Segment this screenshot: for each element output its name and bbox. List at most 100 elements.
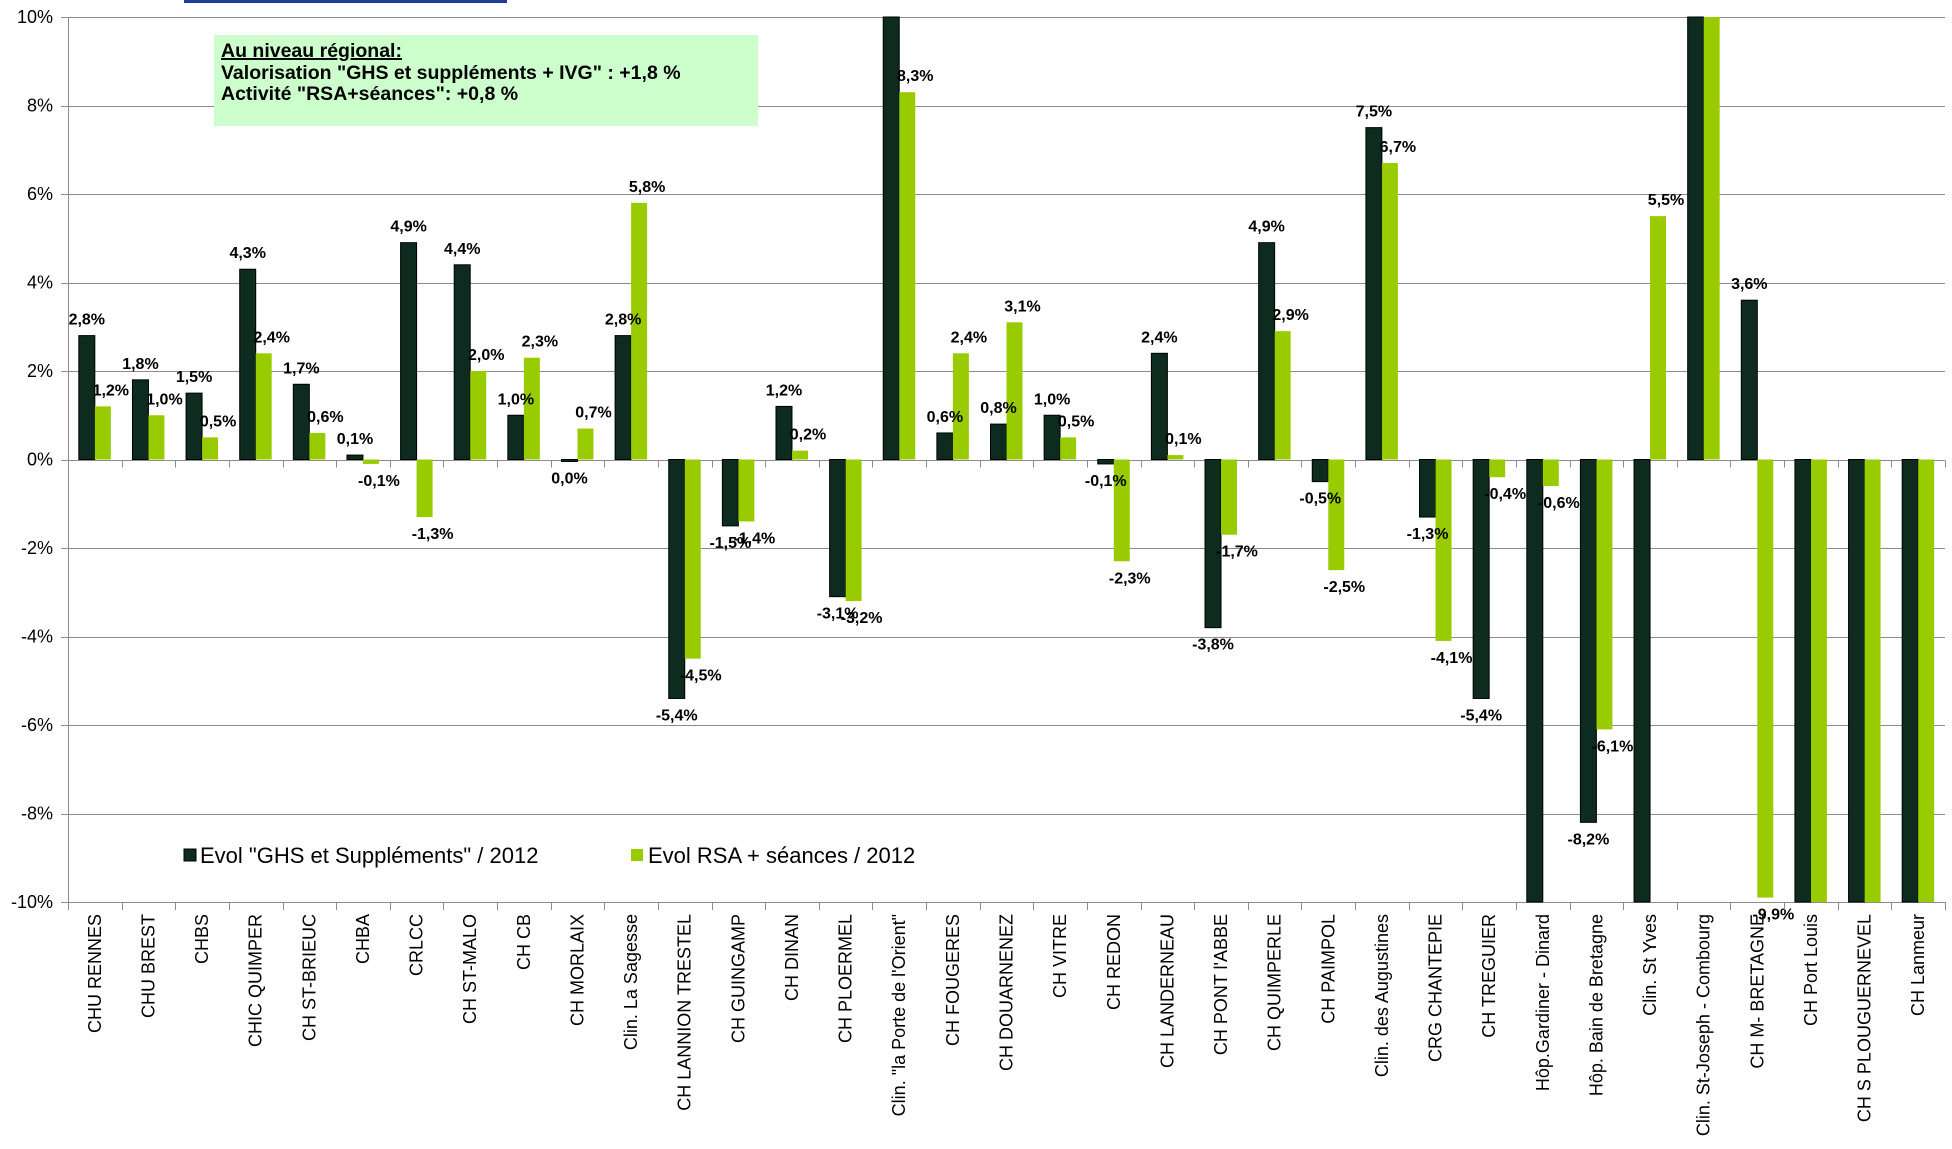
data-label-ghs-31: 3,6%	[1731, 276, 1767, 293]
bar-ghs-11	[668, 459, 686, 699]
y-tick-label-1: 8%	[27, 96, 53, 116]
bar-rsa-1	[148, 415, 165, 460]
data-label-ghs-24: 7,5%	[1356, 104, 1392, 121]
data-label-ghs-23: -0,5%	[1299, 491, 1341, 508]
data-label-ghs-4: 1,7%	[283, 360, 319, 377]
data-label-rsa-1: 1,0%	[146, 391, 182, 408]
bar-rsa-20	[1167, 455, 1184, 460]
y-tick-label-7: -4%	[21, 627, 53, 647]
bar-rsa-22	[1274, 331, 1291, 460]
bar-ghs-17	[990, 423, 1007, 461]
data-label-ghs-5: 0,1%	[337, 431, 373, 448]
x-tick-label-9: CH MORLAIX	[567, 914, 587, 1026]
x-tick-label-30: Clin. St-Joseph - Combourg	[1694, 914, 1714, 1136]
bar-rsa-14	[845, 459, 862, 602]
x-tick-label-4: CH ST-BRIEUC	[299, 914, 319, 1041]
bar-ghs-8	[507, 414, 525, 460]
bar-rsa-33	[1864, 459, 1881, 902]
bar-ghs-27	[1526, 459, 1544, 903]
bar-rsa-8	[523, 357, 540, 460]
legend: Evol "GHS et Suppléments" / 2012 Evol RS…	[183, 843, 915, 868]
bar-rsa-28	[1596, 459, 1613, 730]
bar-ghs-25	[1419, 459, 1437, 518]
bar-ghs-7	[453, 264, 471, 460]
data-label-rsa-15: 8,3%	[897, 68, 933, 85]
data-label-rsa-6: -1,3%	[412, 526, 454, 543]
data-label-rsa-9: 0,7%	[575, 405, 611, 422]
data-label-rsa-27: -0,6%	[1538, 495, 1580, 512]
annotation-heading: Au niveau régional:	[221, 40, 402, 62]
legend-entry-rsa: Evol RSA + séances / 2012	[631, 843, 915, 868]
bar-rsa-3	[255, 353, 272, 460]
bar-ghs-32	[1794, 459, 1812, 903]
x-tick-label-22: CH QUIMPERLE	[1265, 914, 1285, 1051]
legend-label-rsa: Evol RSA + séances / 2012	[648, 843, 915, 868]
x-tick-label-8: CH CB	[514, 914, 534, 970]
data-label-rsa-13: 0,2%	[790, 427, 826, 444]
bar-ghs-21	[1204, 459, 1222, 629]
bar-ghs-14	[829, 459, 847, 598]
bar-ghs-13	[775, 405, 793, 460]
bar-ghs-6	[400, 242, 418, 460]
data-label-rsa-2: 0,5%	[200, 413, 236, 430]
data-label-rsa-22: 2,9%	[1272, 307, 1308, 324]
bars	[78, 16, 1935, 903]
x-tick-label-0: CHU RENNES	[85, 914, 105, 1033]
data-label-ghs-1: 1,8%	[122, 356, 158, 373]
bar-rsa-10	[631, 202, 648, 460]
data-label-rsa-5: -0,1%	[358, 473, 400, 490]
bar-rsa-17	[1006, 322, 1023, 460]
x-tick-label-25: CRG CHANTEPIE	[1426, 914, 1446, 1062]
x-tick-label-23: CH PAIMPOL	[1318, 914, 1338, 1024]
y-tick-label-6: -2%	[21, 538, 53, 558]
y-axis: 10% 8% 6% 4% 2% 0% -2% -4% -6% -8% -10%	[11, 7, 69, 912]
bar-rsa-18	[1060, 437, 1077, 460]
x-tick-label-17: CH DOUARNENEZ	[997, 914, 1017, 1071]
legend-swatch-ghs	[183, 848, 197, 862]
data-label-rsa-18: 0,5%	[1058, 413, 1094, 430]
x-tick-label-19: CH REDON	[1104, 914, 1124, 1010]
annotation-background	[214, 35, 758, 126]
data-label-ghs-17: 0,8%	[980, 400, 1016, 417]
legend-entry-ghs: Evol "GHS et Suppléments" / 2012	[183, 843, 538, 868]
bar-ghs-20	[1150, 352, 1168, 460]
bar-rsa-4	[309, 432, 326, 460]
bar-rsa-34	[1918, 459, 1935, 902]
annotation-box: Au niveau régional: Valorisation "GHS et…	[214, 35, 758, 126]
bar-ghs-5	[346, 454, 364, 461]
data-label-ghs-8: 1,0%	[498, 391, 534, 408]
bar-ghs-4	[292, 383, 310, 460]
x-tick-label-11: CH LANNION TRESTEL	[675, 914, 695, 1111]
x-tick-label-27: Hôp.Gardiner - Dinard	[1533, 914, 1553, 1091]
data-label-rsa-0: 1,2%	[93, 382, 129, 399]
x-tick-label-32: CH Port Louis	[1801, 914, 1821, 1026]
x-tick-label-20: CH LANDERNEAU	[1157, 914, 1177, 1068]
data-label-rsa-29: 5,5%	[1648, 192, 1684, 209]
data-label-rsa-4: 0,6%	[307, 409, 343, 426]
x-tick-label-18: CH VITRE	[1050, 914, 1070, 998]
data-label-rsa-17: 3,1%	[1004, 298, 1040, 315]
y-tick-label-5: 0%	[27, 450, 53, 470]
y-tick-label-10: -10%	[11, 892, 53, 912]
bar-rsa-25	[1435, 459, 1452, 641]
data-label-ghs-9: 0,0%	[551, 471, 587, 488]
x-tick-label-6: CRLCC	[407, 914, 427, 976]
bar-ghs-18	[1043, 414, 1061, 460]
bar-rsa-26	[1489, 459, 1506, 478]
bar-rsa-16	[952, 353, 969, 460]
data-label-ghs-13: 1,2%	[766, 382, 802, 399]
bar-ghs-3	[239, 268, 257, 461]
top-line-fragment	[184, 0, 507, 3]
data-label-ghs-0: 2,8%	[69, 312, 105, 329]
bar-rsa-15	[899, 92, 916, 460]
data-label-rsa-25: -4,1%	[1431, 650, 1473, 667]
data-label-ghs-16: 0,6%	[927, 409, 963, 426]
x-axis: CHU RENNES CHU BREST CHBS CHIC QUIMPER CH ST…	[68, 460, 1946, 1136]
y-tick-label-8: -6%	[21, 715, 53, 735]
bar-rsa-0	[94, 406, 111, 460]
x-tick-label-28: Hôp. Bain de Bretagne	[1586, 914, 1606, 1096]
bar-rsa-27	[1542, 459, 1559, 487]
data-labels: 2,8% 1,8% 1,5% 4,3% 1,7% 0,1% 4,9% 4,4% 1,0% 0,0%…	[69, 68, 1795, 923]
data-label-ghs-12: -1,5%	[709, 535, 751, 552]
bar-rsa-12	[738, 459, 755, 522]
